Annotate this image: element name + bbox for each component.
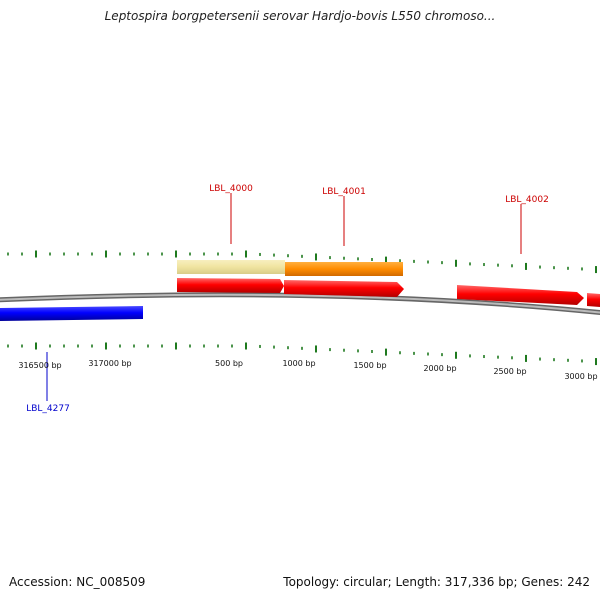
bp-label-316500: 316500 bp — [18, 361, 61, 370]
gene-next-arrow[interactable] — [587, 293, 600, 307]
lower-tick-row — [7, 342, 597, 366]
bp-label-1500: 1500 bp — [353, 361, 386, 370]
gene-lbl4000-arrow[interactable] — [177, 278, 284, 293]
gene-label-lbl4002[interactable]: LBL_4002 — [505, 195, 549, 205]
feature-lbl4000-highlight[interactable] — [177, 260, 285, 274]
gene-lbl4001-arrow[interactable] — [284, 280, 404, 297]
bp-label-1000: 1000 bp — [282, 359, 315, 368]
gene-lbl4002-arrow[interactable] — [457, 285, 584, 305]
bp-label-3000: 3000 bp — [564, 372, 597, 381]
gene-label-lbl4000[interactable]: LBL_4000 — [209, 184, 253, 194]
feature-lbl4001-highlight[interactable] — [285, 262, 403, 276]
gene-lbl4277-arrow[interactable] — [0, 306, 143, 321]
topology-summary: Topology: circular; Length: 317,336 bp; … — [283, 575, 590, 589]
bp-label-2000: 2000 bp — [423, 364, 456, 373]
upper-tick-row — [7, 250, 597, 274]
bp-label-500: 500 bp — [215, 359, 243, 368]
bp-label-2500: 2500 bp — [493, 367, 526, 376]
accession-text: Accession: NC_008509 — [9, 575, 146, 589]
gene-label-lbl4001[interactable]: LBL_4001 — [322, 187, 366, 197]
map-title: Leptospira borgpetersenii serovar Hardjo… — [104, 9, 496, 23]
gene-label-lbl4277[interactable]: LBL_4277 — [26, 404, 70, 414]
bp-label-317000: 317000 bp — [88, 359, 131, 368]
